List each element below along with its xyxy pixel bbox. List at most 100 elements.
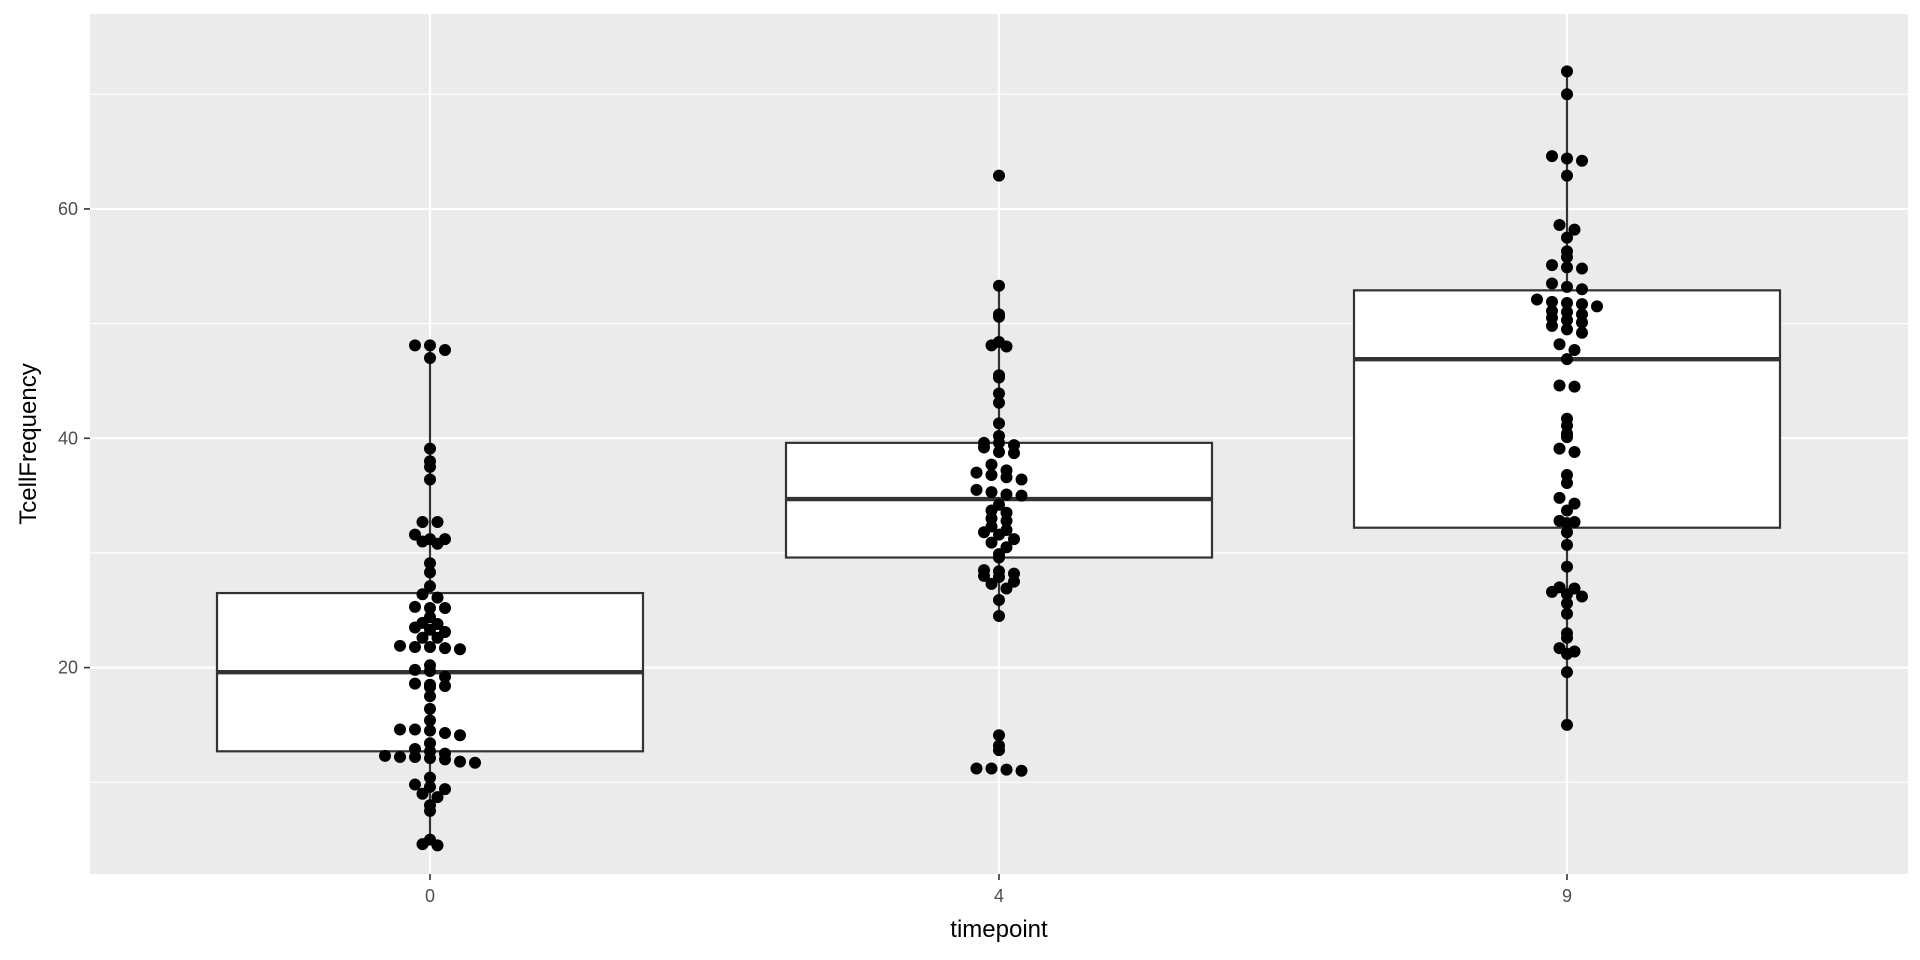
- x-axis-title: timepoint: [950, 916, 1048, 943]
- data-point: [424, 833, 436, 846]
- data-point: [424, 702, 436, 715]
- data-point: [424, 714, 436, 727]
- data-point: [394, 639, 406, 652]
- data-point: [985, 486, 998, 499]
- data-point: [1561, 323, 1573, 336]
- data-point: [424, 678, 436, 691]
- data-point: [1568, 645, 1581, 658]
- data-point: [454, 729, 466, 742]
- y-tick-label: 20: [58, 658, 78, 678]
- data-point: [454, 643, 466, 656]
- data-point: [1015, 489, 1028, 502]
- data-point: [993, 446, 1005, 459]
- data-point: [1000, 763, 1013, 776]
- data-point: [1561, 245, 1573, 258]
- data-point: [985, 762, 998, 775]
- data-point: [978, 564, 990, 577]
- data-point: [1561, 597, 1573, 610]
- data-point: [424, 473, 436, 486]
- data-point: [1553, 642, 1566, 655]
- data-point: [993, 565, 1005, 578]
- data-point: [1568, 582, 1581, 595]
- data-point: [469, 756, 481, 769]
- data-point: [1546, 277, 1558, 290]
- data-point: [409, 600, 421, 613]
- data-point: [409, 663, 421, 676]
- data-point: [1561, 560, 1573, 573]
- data-point: [424, 557, 436, 570]
- data-point: [439, 533, 451, 546]
- data-point: [1568, 343, 1581, 356]
- data-point: [1591, 300, 1603, 313]
- data-point: [1568, 446, 1581, 459]
- data-point: [424, 659, 436, 672]
- data-point: [1561, 65, 1573, 78]
- data-point: [424, 442, 436, 455]
- data-point: [424, 580, 436, 593]
- data-point: [424, 352, 436, 364]
- data-point: [1546, 295, 1558, 308]
- data-point: [1008, 567, 1020, 580]
- data-point: [454, 755, 466, 768]
- data-point: [439, 642, 451, 655]
- data-point: [1000, 506, 1013, 519]
- data-point: [1561, 607, 1573, 620]
- data-point: [1546, 150, 1558, 163]
- data-point: [424, 611, 436, 624]
- data-point: [424, 601, 436, 614]
- data-point: [1576, 298, 1588, 311]
- data-point: [439, 726, 451, 739]
- data-point: [1561, 526, 1573, 539]
- data-point: [1561, 169, 1573, 182]
- data-point: [424, 339, 436, 352]
- data-point: [439, 783, 451, 796]
- data-point: [1561, 261, 1573, 274]
- data-point: [993, 335, 1005, 348]
- data-point: [993, 169, 1005, 182]
- x-tick-label: 9: [1562, 886, 1572, 906]
- data-point: [1000, 541, 1013, 554]
- data-point: [1561, 718, 1573, 731]
- data-point: [439, 747, 451, 760]
- data-point: [1561, 152, 1573, 165]
- data-point: [1015, 764, 1028, 777]
- data-point: [1561, 353, 1573, 366]
- y-axis-title: TcellFrequency: [15, 363, 42, 524]
- data-point: [1546, 304, 1558, 317]
- data-point: [1561, 280, 1573, 293]
- x-tick-label: 4: [994, 886, 1004, 906]
- data-point: [1000, 464, 1013, 477]
- data-point: [993, 279, 1005, 292]
- data-point: [439, 679, 451, 692]
- data-point: [1000, 488, 1013, 501]
- data-point: [424, 780, 436, 793]
- data-point: [1553, 581, 1566, 594]
- data-point: [1531, 293, 1543, 306]
- data-point: [424, 533, 436, 546]
- data-point: [439, 670, 451, 683]
- data-point: [1568, 497, 1581, 510]
- data-point: [431, 515, 444, 528]
- data-point: [424, 640, 436, 653]
- y-tick-label: 40: [58, 428, 78, 448]
- data-point: [424, 455, 436, 468]
- data-point: [424, 690, 436, 703]
- data-point: [416, 515, 429, 528]
- data-point: [1561, 306, 1573, 319]
- data-point: [439, 626, 451, 639]
- data-point: [993, 417, 1005, 430]
- data-point: [409, 339, 421, 352]
- data-point: [424, 799, 436, 812]
- data-point: [431, 791, 444, 804]
- data-point: [1576, 308, 1588, 321]
- data-point: [1553, 442, 1566, 455]
- data-point: [993, 387, 1005, 400]
- data-point: [394, 751, 406, 764]
- data-point: [1553, 218, 1566, 231]
- data-point: [379, 749, 391, 762]
- data-point: [424, 737, 436, 750]
- data-point: [1576, 590, 1588, 603]
- data-point: [1576, 154, 1588, 167]
- data-point: [993, 610, 1005, 622]
